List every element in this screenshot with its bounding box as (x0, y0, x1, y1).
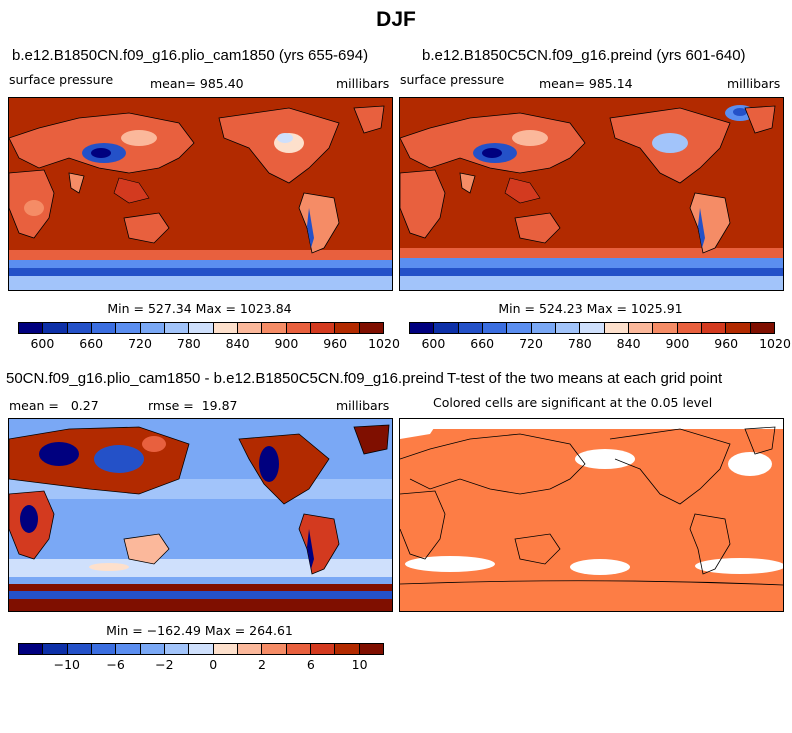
colorbar-tick-label: 960 (323, 336, 348, 351)
colorbar-swatch (43, 323, 68, 333)
colorbar-swatch (434, 323, 459, 333)
panel-difference-minmax: Min = −162.49 Max = 264.61 (106, 623, 293, 638)
colorbar-swatch (43, 644, 68, 654)
colorbar-swatch (67, 323, 92, 333)
panel-control-units: millibars (727, 76, 781, 91)
panel-difference-colorbar-labels: −10 −6 −2 0 2 6 10 (18, 656, 384, 672)
colorbar-tick-label: 660 (79, 336, 104, 351)
colorbar-tick-label: 900 (665, 336, 690, 351)
panel-case-mean: mean= 985.40 (150, 76, 244, 91)
colorbar-tick-label: 1020 (368, 336, 400, 351)
panel-ttest-title: T-test of the two means at each grid poi… (447, 370, 723, 387)
colorbar-swatch (604, 323, 629, 333)
colorbar-tick-label: −6 (106, 657, 125, 672)
panel-case-colorbar-labels: 600 660 720 780 840 900 960 1020 (18, 335, 399, 351)
colorbar-swatch (310, 323, 336, 333)
colorbar-tick-label: 6 (306, 657, 315, 672)
colorbar-swatch (237, 323, 263, 333)
colorbar-tick-label: 0 (209, 657, 218, 672)
panel-case-minmax: Min = 527.34 Max = 1023.84 (107, 301, 292, 316)
panel-difference-title: 50CN.f09_g16.plio_cam1850 - b.e12.B1850C… (6, 370, 444, 387)
panel-case-colorbar (18, 322, 384, 334)
panel-ttest-subtitle: Colored cells are significant at the 0.0… (433, 395, 713, 410)
colorbar-tick-label: 960 (714, 336, 739, 351)
colorbar-swatch (628, 323, 654, 333)
colorbar-swatch (335, 644, 360, 654)
colorbar-tick-label: 600 (30, 336, 55, 351)
panel-difference-map (8, 418, 393, 612)
panel-control-mean: mean= 985.14 (539, 76, 633, 91)
colorbar-swatch (67, 644, 92, 654)
panel-ttest-map (399, 418, 784, 612)
colorbar-swatch (286, 323, 311, 333)
panel-difference-rmse: rmse = 19.87 (148, 398, 238, 413)
colorbar-tick-label: 600 (421, 336, 446, 351)
colorbar-swatch (410, 323, 435, 333)
panel-case-title: b.e12.B1850CN.f09_g16.plio_cam1850 (yrs … (12, 47, 369, 64)
colorbar-tick-label: 780 (567, 336, 592, 351)
colorbar-tick-label: 900 (274, 336, 299, 351)
colorbar-swatch (140, 644, 165, 654)
figure-title: DJF (376, 8, 416, 31)
colorbar-swatch (359, 644, 383, 654)
colorbar-tick-label: 780 (176, 336, 201, 351)
colorbar-tick-label: 660 (470, 336, 495, 351)
panel-control-minmax: Min = 524.23 Max = 1025.91 (498, 301, 683, 316)
colorbar-swatch (262, 323, 287, 333)
colorbar-swatch (286, 644, 311, 654)
panel-control-colorbar-labels: 600 660 720 780 840 900 960 1020 (409, 335, 790, 351)
panel-case-variable: surface pressure (9, 72, 114, 87)
colorbar-swatch (189, 644, 214, 654)
colorbar-tick-label: 840 (225, 336, 250, 351)
colorbar-swatch (701, 323, 727, 333)
colorbar-swatch (335, 323, 360, 333)
colorbar-swatch (750, 323, 774, 333)
colorbar-swatch (164, 644, 190, 654)
colorbar-swatch (140, 323, 165, 333)
panel-difference-mean: mean = 0.27 (9, 398, 99, 413)
panel-case-map (8, 97, 393, 291)
colorbar-swatch (580, 323, 605, 333)
panel-difference-units: millibars (336, 398, 390, 413)
colorbar-swatch (213, 323, 238, 333)
colorbar-swatch (91, 323, 117, 333)
colorbar-tick-label: 720 (128, 336, 152, 351)
colorbar-swatch (531, 323, 556, 333)
colorbar-tick-label: −10 (53, 657, 80, 672)
panel-difference-colorbar (18, 643, 384, 655)
colorbar-swatch (482, 323, 508, 333)
colorbar-tick-label: 10 (351, 657, 368, 672)
colorbar-swatch (213, 644, 238, 654)
colorbar-tick-label: −2 (155, 657, 174, 672)
colorbar-swatch (164, 323, 190, 333)
colorbar-swatch (19, 644, 44, 654)
colorbar-swatch (91, 644, 117, 654)
colorbar-swatch (19, 323, 44, 333)
colorbar-swatch (189, 323, 214, 333)
panel-control-title: b.e12.B1850C5CN.f09_g16.preind (yrs 601-… (422, 47, 746, 64)
colorbar-tick-label: 840 (616, 336, 641, 351)
panel-control-variable: surface pressure (400, 72, 505, 87)
colorbar-swatch (116, 644, 141, 654)
colorbar-swatch (677, 323, 702, 333)
colorbar-tick-label: 720 (519, 336, 543, 351)
colorbar-swatch (262, 644, 287, 654)
panel-case-units: millibars (336, 76, 390, 91)
colorbar-swatch (310, 644, 336, 654)
colorbar-swatch (653, 323, 678, 333)
colorbar-swatch (359, 323, 383, 333)
colorbar-tick-label: 1020 (759, 336, 791, 351)
colorbar-swatch (458, 323, 483, 333)
colorbar-swatch (237, 644, 263, 654)
panel-control-colorbar (409, 322, 775, 334)
colorbar-swatch (116, 323, 141, 333)
colorbar-swatch (555, 323, 581, 333)
panel-control-map (399, 97, 784, 291)
colorbar-swatch (507, 323, 532, 333)
colorbar-tick-label: 2 (258, 657, 266, 672)
colorbar-swatch (726, 323, 751, 333)
